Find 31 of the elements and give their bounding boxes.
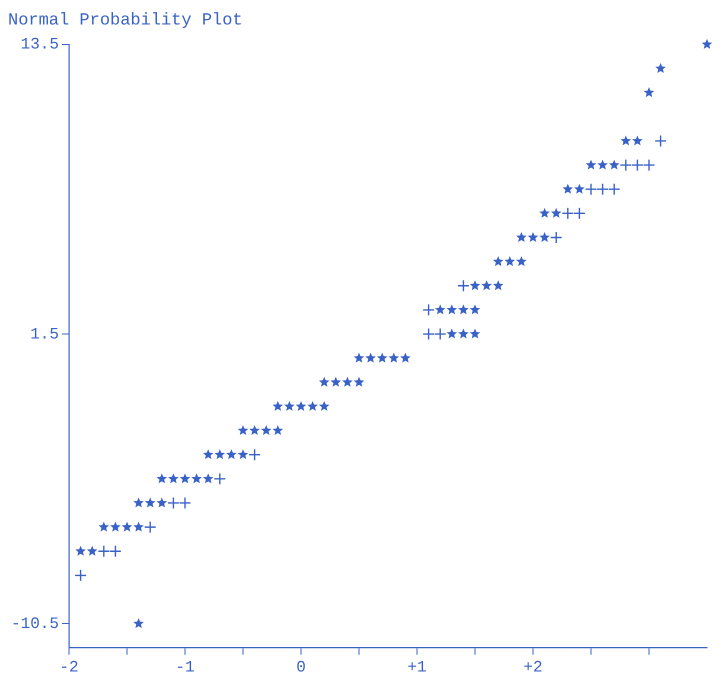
point: [109, 545, 122, 558]
x-tick-label: 0: [296, 658, 306, 677]
point: [178, 496, 192, 510]
x-tick-label: -2: [59, 658, 79, 677]
point: [422, 304, 435, 316]
point: [248, 448, 261, 461]
point: [642, 158, 656, 172]
point: [457, 280, 470, 292]
x-tick-label: +1: [407, 658, 427, 677]
point: [596, 183, 609, 196]
point: [654, 134, 667, 148]
point: [214, 472, 226, 486]
point: [550, 231, 562, 244]
point: [422, 328, 435, 340]
y-tick-label: -10.5: [10, 614, 60, 633]
point: [98, 545, 110, 558]
point: [620, 158, 632, 172]
x-tick-label: -1: [175, 658, 195, 677]
x-tick-label: +2: [523, 658, 543, 677]
point: [74, 569, 87, 582]
point: [584, 183, 598, 196]
point: [434, 328, 446, 340]
chart-title: Normal Probability Plot: [8, 12, 243, 31]
y-tick-label: 13.5: [20, 36, 60, 54]
y-tick-label: 1.5: [30, 325, 60, 344]
point: [608, 183, 620, 196]
point: [562, 207, 574, 220]
point: [167, 496, 180, 510]
point: [573, 207, 586, 220]
point: [144, 520, 156, 534]
point: [631, 158, 644, 172]
